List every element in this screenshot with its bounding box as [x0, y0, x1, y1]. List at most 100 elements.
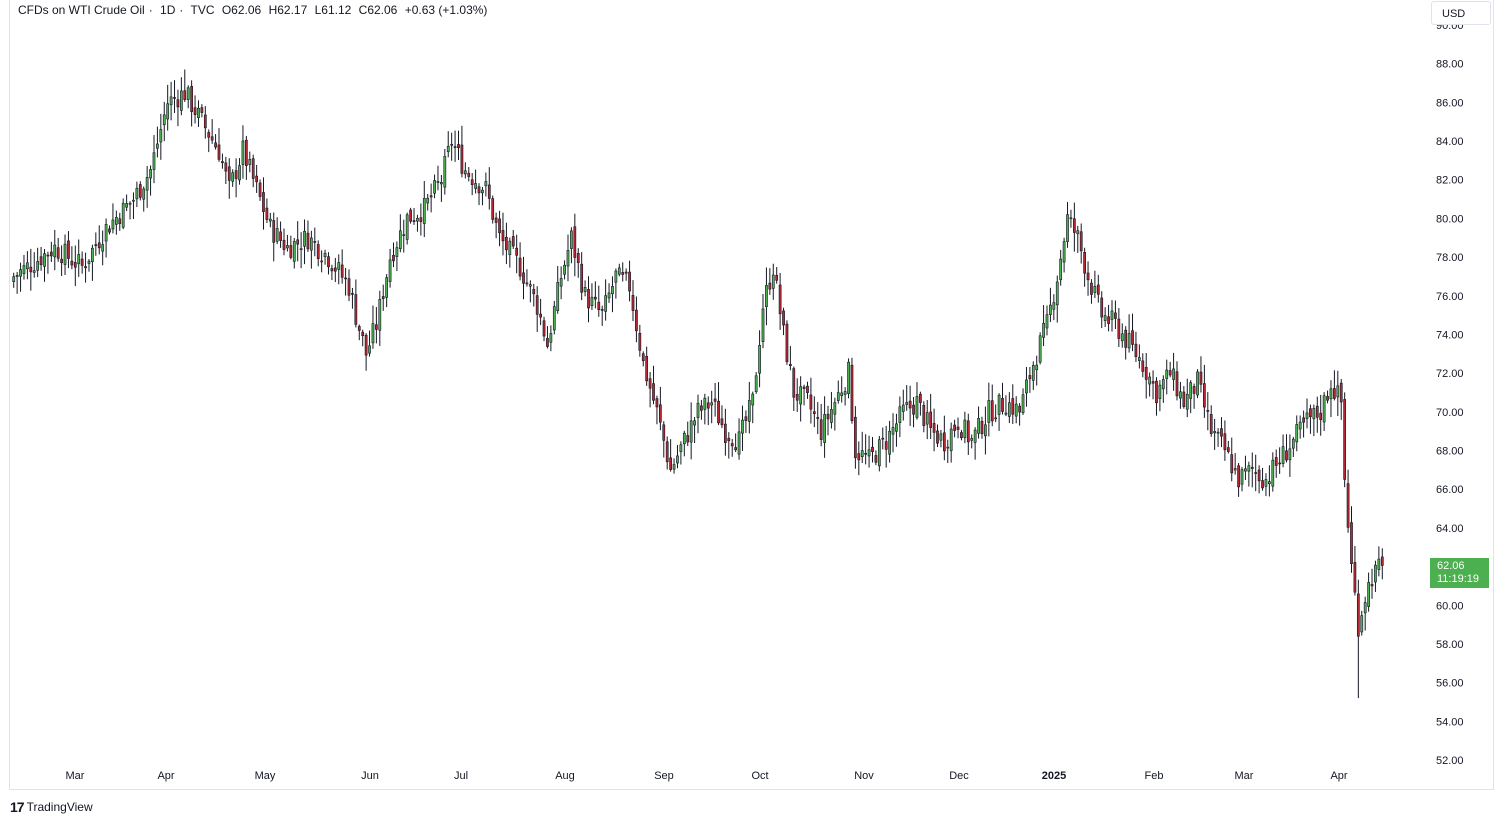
candle-body-down [1206, 410, 1210, 412]
candle-body-up [1045, 314, 1049, 329]
candle-body-up [741, 419, 744, 434]
symbol-name[interactable]: CFDs on WTI Crude Oil [18, 3, 145, 17]
candle [238, 158, 241, 185]
candle [186, 85, 190, 109]
candle-body-up [114, 217, 118, 225]
candle-body-up [303, 230, 306, 247]
candle [1072, 202, 1076, 252]
candle [1172, 352, 1175, 391]
candle-body-up [19, 269, 22, 277]
candle-body-down [1155, 380, 1158, 404]
candle [364, 332, 368, 371]
candle-body-down [546, 337, 549, 347]
candle [501, 212, 505, 256]
candle-body-down [190, 86, 193, 112]
candle-body-up [402, 234, 406, 236]
candle-body-up [1004, 412, 1008, 415]
candle [337, 254, 341, 285]
candle-body-down [354, 294, 358, 325]
chart-pane[interactable] [9, 0, 1494, 790]
candle [1179, 382, 1182, 409]
candle-body-up [1007, 402, 1011, 417]
candle [340, 249, 344, 284]
candle-body-up [299, 248, 303, 251]
candle [826, 405, 830, 436]
candle-body-down [597, 301, 601, 311]
candle-body-down [819, 419, 823, 440]
candle [1096, 274, 1100, 303]
candle [1059, 249, 1063, 286]
candle [1315, 396, 1319, 433]
candle-body-up [847, 361, 850, 394]
currency-button[interactable]: USD [1431, 1, 1491, 25]
candle-body-down [450, 144, 454, 146]
candle-body-down [1230, 454, 1234, 474]
candle-body-up [607, 292, 611, 299]
candlestick-chart[interactable]: 52.0054.0056.0058.0060.0062.0064.0066.00… [0, 0, 1504, 790]
candle-body-down [539, 313, 542, 318]
candle [628, 260, 631, 302]
candle [498, 210, 501, 247]
candle [463, 162, 467, 179]
candle-body-up [1329, 388, 1333, 400]
candle-body-down [542, 320, 546, 337]
candle [867, 435, 871, 468]
candle-body-up [1076, 230, 1080, 235]
candle-body-down [724, 423, 727, 443]
candle [1223, 420, 1227, 461]
candle [1203, 364, 1206, 418]
candle-body-down [768, 282, 772, 290]
candle [409, 207, 412, 224]
candle [580, 252, 584, 301]
candle [1199, 356, 1203, 393]
candle-body-down [1131, 330, 1134, 345]
candle [573, 213, 577, 277]
candle-body-up [676, 455, 679, 464]
candle-body-down [809, 394, 813, 410]
candle [132, 192, 135, 220]
candle-body-up [939, 433, 943, 441]
candle-body-down [1209, 414, 1213, 434]
candle-body-down [669, 457, 672, 470]
candle [1237, 462, 1240, 497]
last-price-value: 62.06 [1437, 560, 1465, 572]
tradingview-brand[interactable]: 17 TradingView [10, 799, 93, 815]
candle [1076, 225, 1080, 253]
candle-body-up [125, 203, 128, 208]
y-axis-tick-label: 86.00 [1436, 97, 1464, 109]
symbol-legend[interactable]: CFDs on WTI Crude Oil · 1D · TVC O62.06 H6… [18, 3, 488, 17]
y-axis-tick-label: 74.00 [1436, 329, 1464, 341]
candle-body-up [1336, 385, 1340, 398]
candle [1254, 454, 1258, 492]
candle-body-up [26, 262, 29, 270]
candle-body-up [1093, 286, 1097, 293]
candle [973, 427, 977, 460]
candle [672, 458, 676, 474]
candle [511, 229, 515, 249]
y-axis-tick-label: 80.00 [1436, 213, 1464, 225]
candle-body-down [296, 239, 300, 245]
candle [1274, 449, 1278, 478]
candle-body-down [491, 198, 495, 220]
candle [611, 276, 614, 313]
bar-countdown: 11:19:19 [1437, 573, 1480, 585]
candle-body-up [1055, 281, 1059, 306]
y-axis-tick-label: 56.00 [1436, 678, 1464, 690]
candle [819, 403, 823, 447]
candle [32, 252, 36, 278]
candle [942, 415, 946, 461]
candle-body-up [799, 386, 803, 405]
candle-body-up [710, 402, 714, 406]
candle [919, 391, 922, 416]
candle-body-down [1001, 398, 1004, 412]
candle-body-down [665, 441, 669, 463]
candle-body-down [1011, 398, 1015, 415]
candle [197, 100, 200, 127]
candle [128, 201, 132, 220]
candle-body-down [912, 404, 915, 415]
candle [310, 230, 313, 269]
candle [850, 357, 854, 424]
candle-body-down [1141, 360, 1145, 372]
candle-body-up [128, 202, 132, 205]
candle [405, 212, 409, 245]
